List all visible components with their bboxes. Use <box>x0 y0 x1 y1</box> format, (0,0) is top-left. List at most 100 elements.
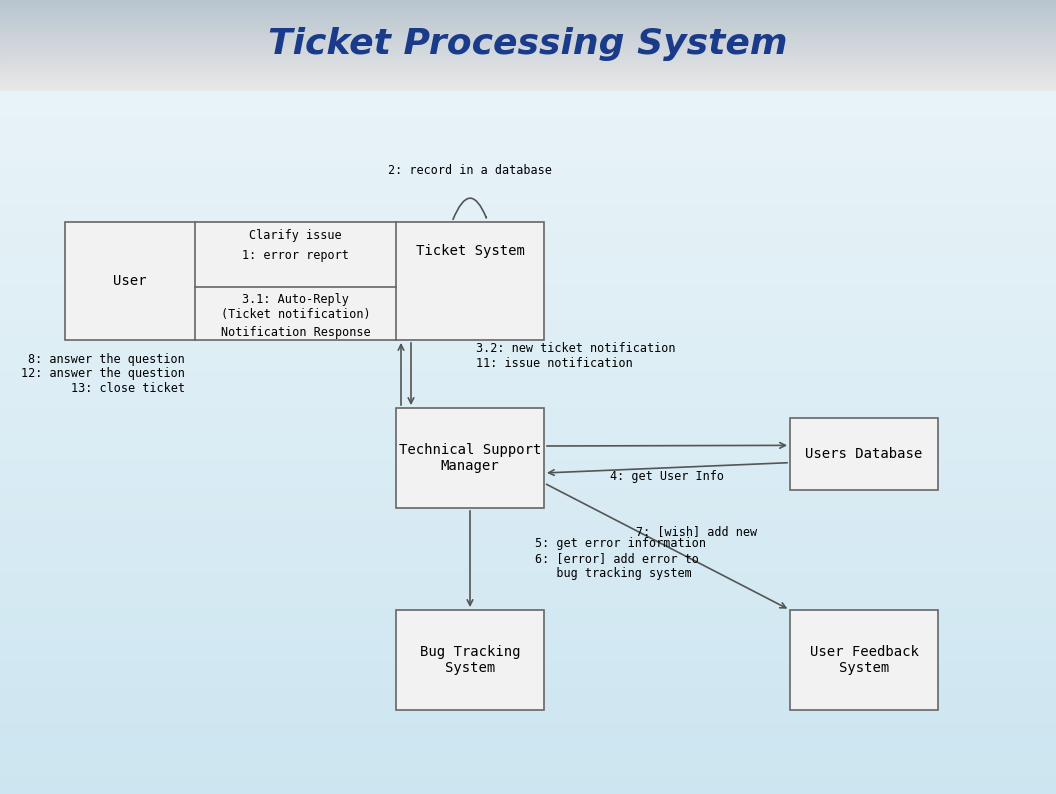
Text: Users Database: Users Database <box>806 447 923 461</box>
Bar <box>0 5 1056 6</box>
Bar <box>0 45 1056 47</box>
Bar <box>0 25 1056 26</box>
Bar <box>0 75 1056 76</box>
Bar <box>0 645 1056 653</box>
Bar <box>0 311 1056 320</box>
Bar <box>0 267 1056 276</box>
Bar <box>0 293 1056 303</box>
Text: 3.2: new ticket notification
11: issue notification: 3.2: new ticket notification 11: issue n… <box>476 342 676 370</box>
Bar <box>0 86 1056 87</box>
Bar <box>0 742 1056 750</box>
Bar <box>0 100 1056 109</box>
Bar <box>0 601 1056 610</box>
Bar <box>0 15 1056 16</box>
Bar <box>0 74 1056 75</box>
Bar <box>0 276 1056 284</box>
Bar <box>0 31 1056 32</box>
Bar <box>0 8 1056 10</box>
Bar <box>0 6 1056 7</box>
Bar <box>790 610 938 710</box>
Bar <box>0 583 1056 592</box>
Bar <box>0 592 1056 601</box>
Bar <box>0 64 1056 65</box>
Bar <box>0 768 1056 777</box>
Bar <box>0 65 1056 66</box>
Bar <box>0 39 1056 40</box>
Text: 4: get User Info: 4: get User Info <box>610 470 724 483</box>
Bar <box>0 26 1056 28</box>
Bar <box>0 513 1056 522</box>
Bar <box>0 9 1056 10</box>
Bar <box>0 619 1056 627</box>
Bar <box>65 222 544 340</box>
Bar <box>0 364 1056 372</box>
Bar <box>0 71 1056 72</box>
Bar <box>0 36 1056 37</box>
Bar <box>0 73 1056 74</box>
Bar <box>0 671 1056 680</box>
Bar <box>0 24 1056 25</box>
Bar <box>0 197 1056 206</box>
Bar <box>0 434 1056 443</box>
Bar <box>0 3 1056 5</box>
Bar <box>0 329 1056 337</box>
Bar <box>0 346 1056 355</box>
Bar <box>0 249 1056 258</box>
Bar <box>0 67 1056 68</box>
Bar <box>0 733 1056 742</box>
Bar <box>0 522 1056 530</box>
Bar <box>0 355 1056 364</box>
Bar <box>0 495 1056 504</box>
Bar <box>0 29 1056 31</box>
Bar <box>0 48 1056 49</box>
Bar <box>0 320 1056 329</box>
Bar <box>0 78 1056 79</box>
Bar <box>0 565 1056 574</box>
Bar <box>0 706 1056 715</box>
Text: 1: error report: 1: error report <box>242 249 348 261</box>
Bar <box>0 206 1056 214</box>
Bar <box>0 58 1056 60</box>
Bar <box>0 381 1056 390</box>
Bar <box>0 18 1056 19</box>
Bar <box>0 539 1056 548</box>
Bar <box>0 390 1056 399</box>
Bar <box>0 21 1056 23</box>
Text: 7: [wish] add new: 7: [wish] add new <box>637 525 757 538</box>
Bar <box>0 223 1056 232</box>
Text: Notification Response: Notification Response <box>221 326 371 339</box>
Bar <box>0 557 1056 565</box>
Bar <box>0 469 1056 478</box>
Bar <box>0 0 1056 1</box>
Bar <box>0 76 1056 78</box>
Bar <box>0 777 1056 785</box>
Bar <box>0 19 1056 21</box>
Bar <box>0 232 1056 241</box>
Bar <box>0 56 1056 57</box>
Bar <box>0 610 1056 619</box>
Bar <box>0 87 1056 88</box>
Bar <box>0 60 1056 62</box>
Bar <box>0 144 1056 152</box>
Text: Clarify issue: Clarify issue <box>249 229 342 242</box>
Bar <box>0 28 1056 29</box>
Bar <box>0 52 1056 54</box>
Text: Bug Tracking
System: Bug Tracking System <box>419 645 521 675</box>
Bar <box>0 109 1056 118</box>
Bar <box>0 17 1056 18</box>
Text: Ticket Processing System: Ticket Processing System <box>268 27 788 61</box>
Bar <box>0 697 1056 706</box>
Bar <box>0 425 1056 434</box>
Bar <box>0 47 1056 48</box>
Text: 5: get error information
6: [error] add error to
   bug tracking system: 5: get error information 6: [error] add … <box>535 538 706 580</box>
Bar <box>396 408 544 508</box>
Bar <box>0 40 1056 41</box>
Bar <box>0 407 1056 416</box>
Bar <box>0 636 1056 645</box>
Bar <box>0 13 1056 15</box>
Bar <box>0 627 1056 636</box>
Bar <box>0 55 1056 56</box>
Bar <box>0 49 1056 50</box>
Bar <box>0 750 1056 759</box>
Bar <box>0 548 1056 557</box>
